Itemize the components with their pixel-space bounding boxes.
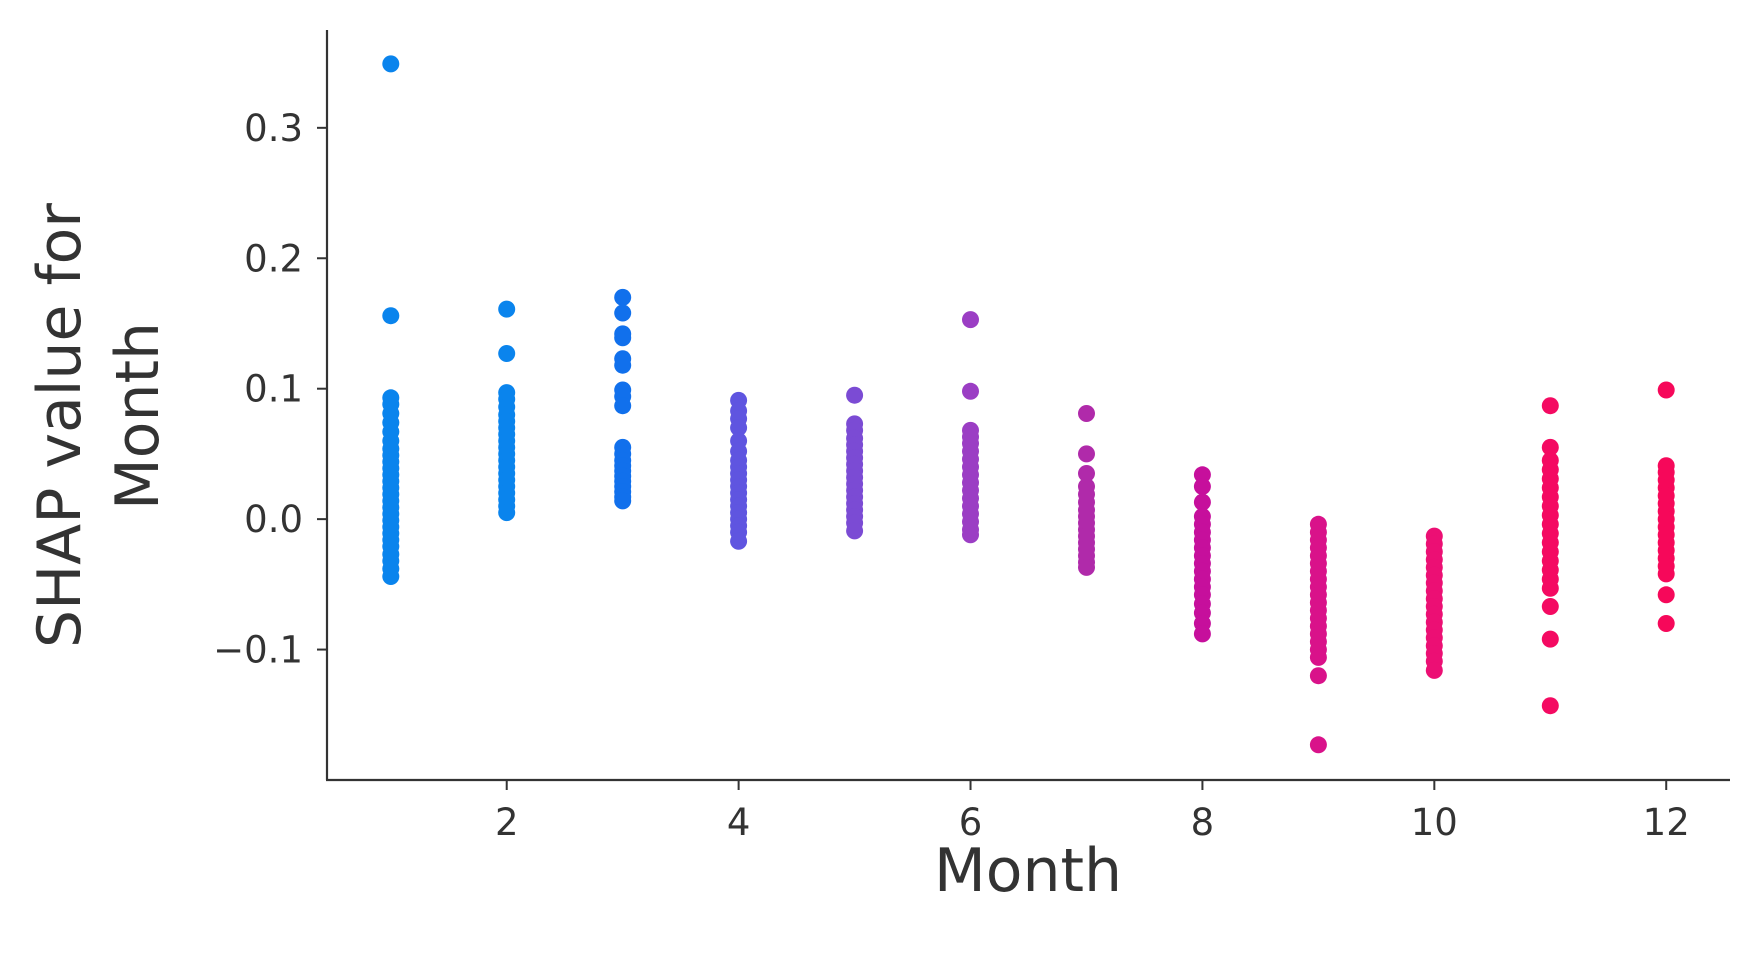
scatter-points — [382, 55, 1675, 754]
data-point — [382, 568, 400, 585]
y-axis-ticks: −0.1 0.0 0.1 0.2 0.3 — [213, 107, 327, 672]
data-point — [1425, 661, 1443, 679]
data-point — [382, 307, 400, 325]
data-point — [730, 532, 748, 550]
data-point — [730, 419, 748, 437]
month-11-points — [1541, 397, 1559, 715]
data-point — [1193, 625, 1211, 643]
month-5-points — [846, 386, 864, 540]
data-point — [1541, 697, 1559, 715]
y-axis-label-line-2: Month — [103, 322, 173, 510]
x-tick-label: 12 — [1643, 801, 1690, 844]
month-2-points — [498, 300, 516, 522]
month-3-points — [614, 288, 632, 510]
data-point — [498, 504, 516, 522]
data-point — [1541, 630, 1559, 648]
data-point — [1193, 466, 1211, 484]
data-point — [962, 526, 979, 544]
data-point — [614, 356, 632, 374]
y-tick-label: −0.1 — [213, 629, 303, 672]
data-point — [1657, 565, 1675, 583]
data-point — [614, 288, 632, 306]
data-point — [1193, 493, 1211, 511]
x-axis-ticks: 2 4 6 8 10 12 — [495, 780, 1690, 844]
month-1-points — [382, 55, 400, 585]
data-point — [1657, 586, 1675, 604]
y-tick-label: 0.1 — [244, 368, 303, 411]
data-point — [1078, 445, 1095, 463]
data-point — [962, 311, 979, 329]
data-point — [1309, 736, 1327, 754]
month-4-points — [730, 391, 748, 550]
y-axis-label: SHAP value for Month — [25, 184, 173, 648]
y-tick-label: 0.2 — [244, 237, 303, 280]
month-9-points — [1309, 515, 1327, 754]
x-tick-label: 6 — [959, 801, 983, 844]
data-point — [1309, 648, 1327, 666]
y-tick-label: 0.0 — [244, 498, 303, 541]
data-point — [846, 386, 864, 404]
data-point — [1193, 478, 1211, 495]
data-point — [614, 397, 632, 415]
data-point — [1309, 667, 1327, 685]
data-point — [498, 300, 516, 318]
data-point — [1078, 558, 1095, 576]
month-8-points — [1193, 466, 1211, 643]
x-tick-label: 2 — [495, 801, 519, 844]
data-point — [614, 492, 632, 510]
data-point — [1541, 438, 1559, 456]
data-point — [614, 304, 632, 322]
data-point — [498, 345, 516, 362]
data-point — [1078, 465, 1095, 482]
data-point — [846, 522, 864, 540]
data-point — [1657, 615, 1675, 632]
data-point — [1657, 381, 1675, 399]
data-point — [1541, 579, 1559, 597]
data-point — [1078, 405, 1095, 422]
x-axis-label: Month — [934, 836, 1122, 906]
data-point — [614, 329, 632, 347]
y-tick-label: 0.3 — [244, 107, 303, 150]
data-point — [1541, 397, 1559, 415]
data-point — [962, 382, 979, 400]
x-tick-label: 8 — [1191, 801, 1215, 844]
month-6-points — [962, 311, 979, 544]
x-tick-label: 10 — [1411, 801, 1458, 844]
data-point — [382, 55, 400, 73]
x-tick-label: 4 — [727, 801, 751, 844]
data-point — [1541, 598, 1559, 615]
month-7-points — [1078, 405, 1095, 576]
month-12-points — [1657, 381, 1675, 632]
y-axis-label-line-1: SHAP value for — [25, 203, 95, 648]
month-10-points — [1425, 527, 1443, 679]
